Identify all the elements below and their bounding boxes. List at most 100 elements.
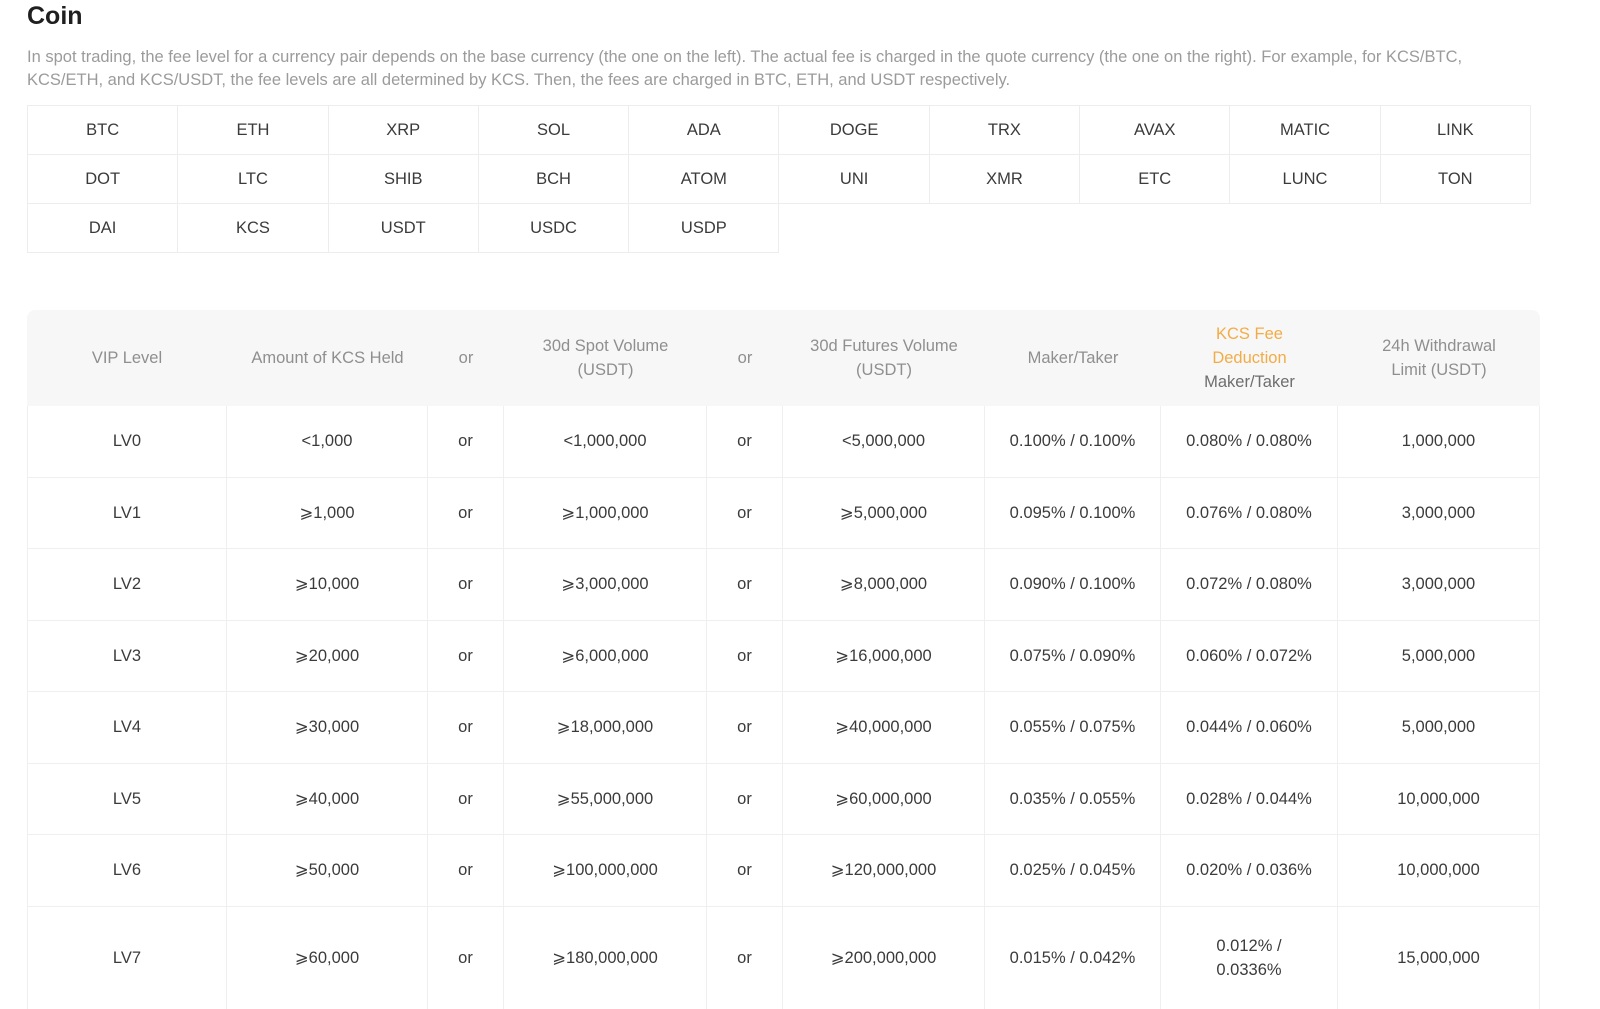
header-amount-of-kcs-held: Amount of KCS Held [227,310,428,406]
header-24h-withdrawal-limit-usdt: 24h Withdrawal Limit (USDT) [1338,310,1540,406]
header-label-line: or [737,349,753,367]
header-label-line: Amount of KCS Held [251,349,404,367]
coin-cell-usdp: USDP [628,203,780,253]
cell-lv3-24h-withdrawal-limit-usdt: 5,000,000 [1338,620,1540,691]
fee-page: Coin In spot trading, the fee level for … [27,2,1540,1009]
cell-lv7-30d-spot-volume-usdt: ⩾180,000,000 [504,906,707,1009]
cell-lv0-or: or [428,406,504,477]
coin-cell-trx: TRX [928,105,1081,155]
coin-cell-lunc: LUNC [1229,154,1381,204]
coin-cell-uni: UNI [778,154,930,204]
cell-lv3-30d-futures-volume-usdt: ⩾16,000,000 [783,620,985,691]
header-or: or [707,310,783,406]
header-label-line: VIP Level [91,349,163,367]
header-kcs-fee-deduction-line: KCS Fee [1216,325,1283,343]
cell-lv1-kcs-fee-deduction-maker-taker: 0.076% / 0.080% [1161,477,1338,548]
cell-lv5-24h-withdrawal-limit-usdt: 10,000,000 [1338,763,1540,834]
coin-cell-link: LINK [1379,105,1531,155]
cell-lv2-maker-taker: 0.090% / 0.100% [985,549,1161,620]
header-label-line: (USDT) [856,361,912,379]
cell-lv4-or: or [428,692,504,763]
cell-lv5-or: or [428,763,504,834]
cell-lv0-30d-futures-volume-usdt: <5,000,000 [783,406,985,477]
coin-cell-doge: DOGE [778,105,930,155]
coin-cell-usdc: USDC [477,203,630,253]
cell-lv3-30d-spot-volume-usdt: ⩾6,000,000 [504,620,707,691]
cell-lv1-30d-futures-volume-usdt: ⩾5,000,000 [783,477,985,548]
cell-lv6-maker-taker: 0.025% / 0.045% [985,835,1161,906]
fee-row-lv6: LV6 ⩾50,000 or ⩾100,000,000 or ⩾120,000,000 0.… [27,835,1540,907]
header-label-line: or [458,349,474,367]
cell-lv4-30d-futures-volume-usdt: ⩾40,000,000 [783,692,985,763]
header-vip-level: VIP Level [27,310,227,406]
cell-lv6-30d-spot-volume-usdt: ⩾100,000,000 [504,835,707,906]
cell-lv6-kcs-fee-deduction-maker-taker: 0.020% / 0.036% [1161,835,1338,906]
coin-cell-etc: ETC [1079,154,1231,204]
header-label-line: 30d Futures Volume [810,337,958,355]
fee-table-body: LV0 <1,000 or <1,000,000 or <5,000,000 0.100% … [27,406,1540,1009]
cell-lv1-or: or [707,477,783,548]
cell-lv5-30d-spot-volume-usdt: ⩾55,000,000 [504,763,707,834]
header-label-line: Maker/Taker [1027,349,1119,367]
coin-cell-avax: AVAX [1079,105,1231,155]
fee-table-header-row: VIP Level Amount of KCS Held or 30d Spot Vo… [27,310,1540,406]
cell-lv6-amount-of-kcs-held: ⩾50,000 [227,835,428,906]
cell-lv7-or: or [428,906,504,1009]
coin-cell-shib: SHIB [327,154,479,204]
cell-lv5-kcs-fee-deduction-maker-taker: 0.028% / 0.044% [1161,763,1338,834]
coin-row-2: DAI KCS USDT USDC USDP [27,203,1540,253]
cell-lv7-or: or [707,906,783,1009]
coin-cell-eth: ETH [177,105,329,155]
cell-lv3-vip-level: LV3 [27,620,227,691]
coin-cell-matic: MATIC [1229,105,1381,155]
header-or: or [428,310,504,406]
cell-lv5-maker-taker: 0.035% / 0.055% [985,763,1161,834]
header-30d-spot-volume-usdt: 30d Spot Volume (USDT) [504,310,707,406]
cell-lv1-24h-withdrawal-limit-usdt: 3,000,000 [1338,477,1540,548]
coin-cell-ltc: LTC [177,154,329,204]
fee-row-lv7: LV7 ⩾60,000 or ⩾180,000,000 or ⩾200,000,000 0.… [27,906,1540,1009]
coin-cell-ada: ADA [628,105,780,155]
header-kcs-fee-deduction-sublabel: Maker/Taker [1204,373,1295,391]
cell-lv4-amount-of-kcs-held: ⩾30,000 [227,692,428,763]
header-maker-taker: Maker/Taker [985,310,1161,406]
header-kcs-fee-deduction-maker-taker: KCS Fee Deduction Maker/Taker [1161,310,1338,406]
coin-row-1: DOT LTC SHIB BCH ATOM UNI XMR ETC LUNC TON [27,154,1540,204]
cell-lv4-or: or [707,692,783,763]
cell-lv0-kcs-fee-deduction-maker-taker: 0.080% / 0.080% [1161,406,1338,477]
cell-lv1-30d-spot-volume-usdt: ⩾1,000,000 [504,477,707,548]
coin-cell-btc: BTC [27,105,179,155]
cell-lv4-vip-level: LV4 [27,692,227,763]
cell-lv2-kcs-fee-deduction-maker-taker: 0.072% / 0.080% [1161,549,1338,620]
coin-row-0: BTC ETH XRP SOL ADA DOGE TRX AVAX MATIC LINK [27,105,1540,155]
cell-lv4-30d-spot-volume-usdt: ⩾18,000,000 [504,692,707,763]
cell-lv6-vip-level: LV6 [27,835,227,906]
cell-lv7-kcs-fee-deduction-maker-taker: 0.012% / 0.0336% [1161,906,1338,1009]
header-label-line: (USDT) [577,361,634,379]
cell-lv7-maker-taker: 0.015% / 0.042% [985,906,1161,1009]
cell-lv6-30d-futures-volume-usdt: ⩾120,000,000 [783,835,985,906]
coin-cell-sol: SOL [477,105,630,155]
cell-lv2-24h-withdrawal-limit-usdt: 3,000,000 [1338,549,1540,620]
cell-lv4-kcs-fee-deduction-maker-taker: 0.044% / 0.060% [1161,692,1338,763]
cell-lv1-maker-taker: 0.095% / 0.100% [985,477,1161,548]
cell-lv6-24h-withdrawal-limit-usdt: 10,000,000 [1338,835,1540,906]
header-label-line: Limit (USDT) [1391,361,1487,379]
cell-lv0-maker-taker: 0.100% / 0.100% [985,406,1161,477]
cell-lv2-amount-of-kcs-held: ⩾10,000 [227,549,428,620]
cell-lv2-30d-futures-volume-usdt: ⩾8,000,000 [783,549,985,620]
fee-row-lv3: LV3 ⩾20,000 or ⩾6,000,000 or ⩾16,000,000 0.075… [27,620,1540,692]
cell-lv2-30d-spot-volume-usdt: ⩾3,000,000 [504,549,707,620]
cell-lv1-or: or [428,477,504,548]
cell-lv7-vip-level: LV7 [27,906,227,1009]
cell-lv0-amount-of-kcs-held: <1,000 [227,406,428,477]
fee-row-lv0: LV0 <1,000 or <1,000,000 or <5,000,000 0.100% … [27,406,1540,478]
coin-cell-dai: DAI [27,203,179,253]
coin-cell-kcs: KCS [177,203,329,253]
header-30d-futures-volume-usdt: 30d Futures Volume (USDT) [783,310,985,406]
fee-row-lv1: LV1 ⩾1,000 or ⩾1,000,000 or ⩾5,000,000 0.095% … [27,477,1540,549]
cell-lv7-30d-futures-volume-usdt: ⩾200,000,000 [783,906,985,1009]
vip-fee-table: VIP Level Amount of KCS Held or 30d Spot Vo… [27,310,1540,1009]
cell-lv3-or: or [428,620,504,691]
cell-lv3-maker-taker: 0.075% / 0.090% [985,620,1161,691]
